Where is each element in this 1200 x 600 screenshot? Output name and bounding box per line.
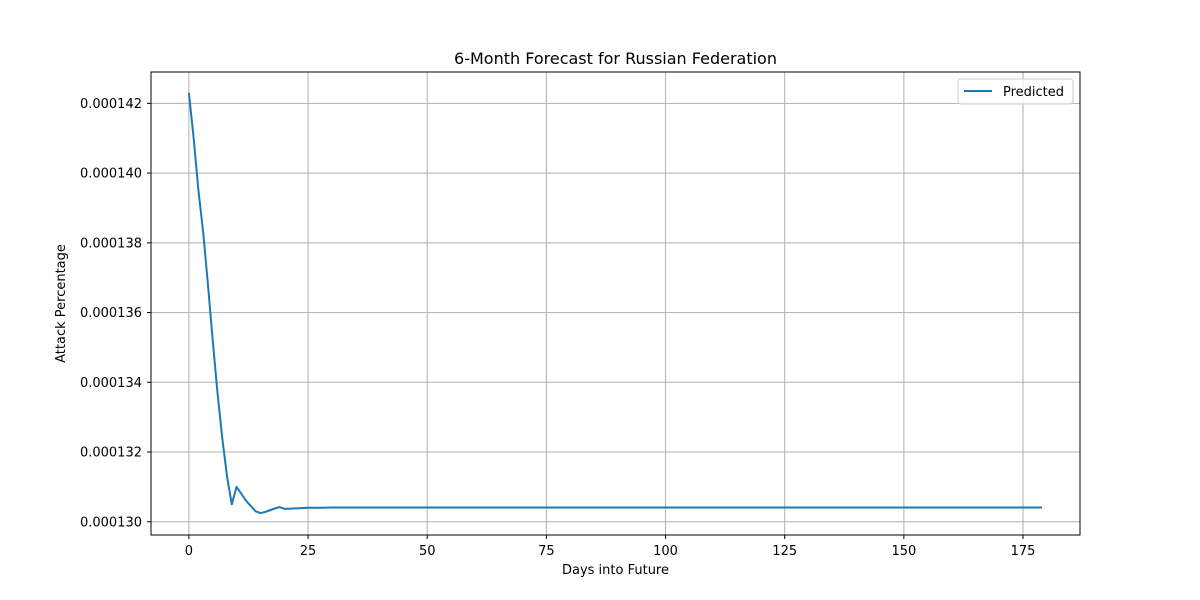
x-axis: 0 25 50 75 100 125 150 175	[185, 535, 1036, 559]
legend-box	[957, 78, 1074, 105]
legend-label-predicted: Predicted	[1003, 85, 1064, 100]
x-axis-label: Days into Future	[562, 563, 669, 578]
series-layer	[187, 92, 1043, 515]
y-axis-label: Attack Percentage	[54, 244, 69, 363]
series-line-predicted	[187, 92, 1043, 515]
x-tick-label: 25	[300, 544, 317, 559]
y-tick-label: 0.000142	[80, 97, 142, 112]
x-tick-label: 175	[1011, 544, 1036, 559]
plot-area-frame	[150, 71, 1081, 536]
y-tick-label: 0.000140	[80, 167, 142, 182]
y-tick-label: 0.000138	[80, 236, 142, 251]
y-tick-label: 0.000136	[80, 306, 142, 321]
legend: Predicted	[957, 78, 1074, 105]
grid-lines	[151, 72, 1080, 535]
x-tick-label: 50	[419, 544, 436, 559]
x-tick-label: 0	[185, 544, 193, 559]
chart-title: 6-Month Forecast for Russian Federation	[454, 49, 777, 68]
x-tick-label: 100	[653, 544, 678, 559]
x-tick-label: 150	[891, 544, 916, 559]
y-axis: 0.000130 0.000132 0.000134 0.000136 0.000138…	[80, 97, 151, 530]
x-tick-label: 75	[538, 544, 555, 559]
y-tick-label: 0.000132	[80, 446, 142, 461]
x-tick-label: 125	[772, 544, 797, 559]
y-tick-label: 0.000130	[80, 515, 142, 530]
y-tick-label: 0.000134	[80, 376, 142, 391]
